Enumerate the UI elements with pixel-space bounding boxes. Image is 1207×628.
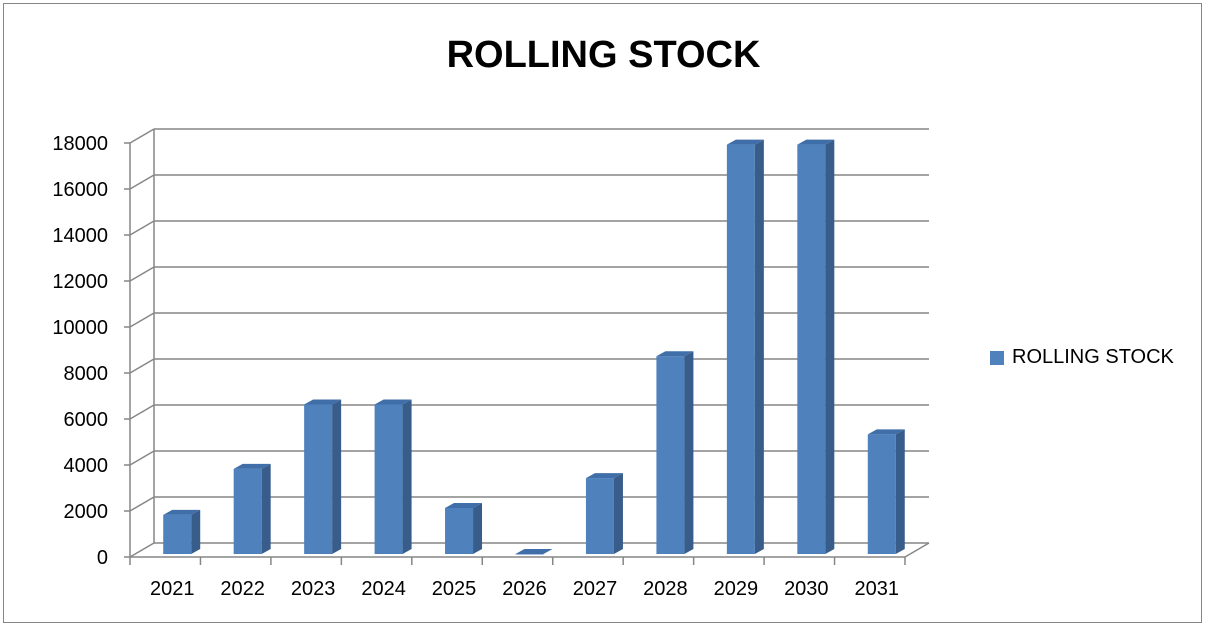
y-tick-label: 12000 xyxy=(52,271,108,293)
axes xyxy=(124,129,930,565)
grid-depth-line xyxy=(129,128,155,144)
bar-side xyxy=(895,429,905,554)
bar-2022 xyxy=(233,463,271,554)
x-tick-label: 2030 xyxy=(784,578,829,600)
bar-top xyxy=(515,549,553,554)
x-tick-label: 2021 xyxy=(150,578,195,600)
y-tick-label: 4000 xyxy=(64,455,109,477)
bar-side xyxy=(191,509,201,554)
x-tick-label: 2025 xyxy=(432,578,477,600)
legend-label: ROLLING STOCK xyxy=(1012,346,1174,368)
bar-top xyxy=(445,503,483,508)
bar-front xyxy=(163,514,192,554)
y-tick-label: 14000 xyxy=(52,225,108,247)
bar-front xyxy=(445,508,474,554)
grid-depth-line xyxy=(129,542,155,558)
bar-2028 xyxy=(656,351,694,554)
bar-2031 xyxy=(867,429,905,554)
bar-side xyxy=(261,463,271,554)
bar-front xyxy=(656,356,685,554)
x-tick-label: 2024 xyxy=(361,578,406,600)
y-tick-label: 0 xyxy=(97,547,108,569)
bar-top xyxy=(233,463,271,469)
chart-title: ROLLING STOCK xyxy=(446,34,761,76)
bar-top xyxy=(656,351,694,357)
bar-front xyxy=(304,404,333,554)
x-tick-label: 2029 xyxy=(714,578,759,600)
bar-side xyxy=(825,139,835,554)
bar-top xyxy=(585,473,623,479)
bar-side xyxy=(684,351,694,554)
bar-front xyxy=(515,554,544,555)
bars xyxy=(163,139,905,555)
bar-top xyxy=(374,399,412,405)
y-tick-label: 18000 xyxy=(52,133,108,155)
bar-2026 xyxy=(515,549,553,555)
y-tick-label: 10000 xyxy=(52,317,108,339)
bar-side xyxy=(402,399,412,554)
bar-2027 xyxy=(585,473,623,554)
bar-side xyxy=(754,139,764,554)
y-tick-label: 8000 xyxy=(64,363,109,385)
x-tick-label: 2026 xyxy=(502,578,547,600)
grid-depth-line xyxy=(129,404,155,420)
bar-2023 xyxy=(304,399,342,554)
y-tick-label: 6000 xyxy=(64,409,109,431)
x-tick-label: 2027 xyxy=(573,578,618,600)
bar-2025 xyxy=(445,503,483,554)
bar-side xyxy=(473,503,483,554)
bar-2029 xyxy=(726,139,764,554)
bar-top xyxy=(867,429,905,435)
grid-depth-line xyxy=(129,220,155,236)
grid-depth-line xyxy=(129,450,155,466)
bar-top xyxy=(304,399,342,405)
x-tick-label: 2023 xyxy=(291,578,336,600)
bar-front xyxy=(233,468,262,554)
x-tick-label: 2031 xyxy=(855,578,900,600)
grid-depth-line xyxy=(129,266,155,282)
grid-depth-line xyxy=(129,496,155,512)
bar-side xyxy=(332,399,342,554)
bar-side xyxy=(613,473,623,554)
grid-depth-line xyxy=(129,358,155,374)
y-tick-label: 2000 xyxy=(64,501,109,523)
bar-top xyxy=(726,139,764,145)
bar-top xyxy=(797,139,835,145)
y-tick-label: 16000 xyxy=(52,179,108,201)
bar-2024 xyxy=(374,399,412,554)
bar-2030 xyxy=(797,139,835,554)
grid-depth-line xyxy=(129,174,155,190)
legend: ROLLING STOCK xyxy=(990,346,1174,369)
legend-swatch xyxy=(990,350,1004,365)
bar-front xyxy=(867,434,896,554)
x-tick-label: 2028 xyxy=(643,578,688,600)
y-tick-labels: 0 2000 4000 6000 8000 10000 12000 14000 16000 180… xyxy=(52,133,108,569)
bar-2021 xyxy=(163,509,201,554)
floor-edge xyxy=(904,542,930,558)
bar-front xyxy=(797,144,826,554)
bar-top xyxy=(163,509,201,515)
grid-depth-line xyxy=(129,312,155,328)
bar-front xyxy=(374,404,403,554)
x-tick-label: 2022 xyxy=(220,578,265,600)
x-tick-labels: 2021 2022 2023 2024 2025 2026 2027 2028 2029 2030… xyxy=(150,578,899,600)
bar-front xyxy=(585,478,614,554)
bar-front xyxy=(726,144,755,554)
